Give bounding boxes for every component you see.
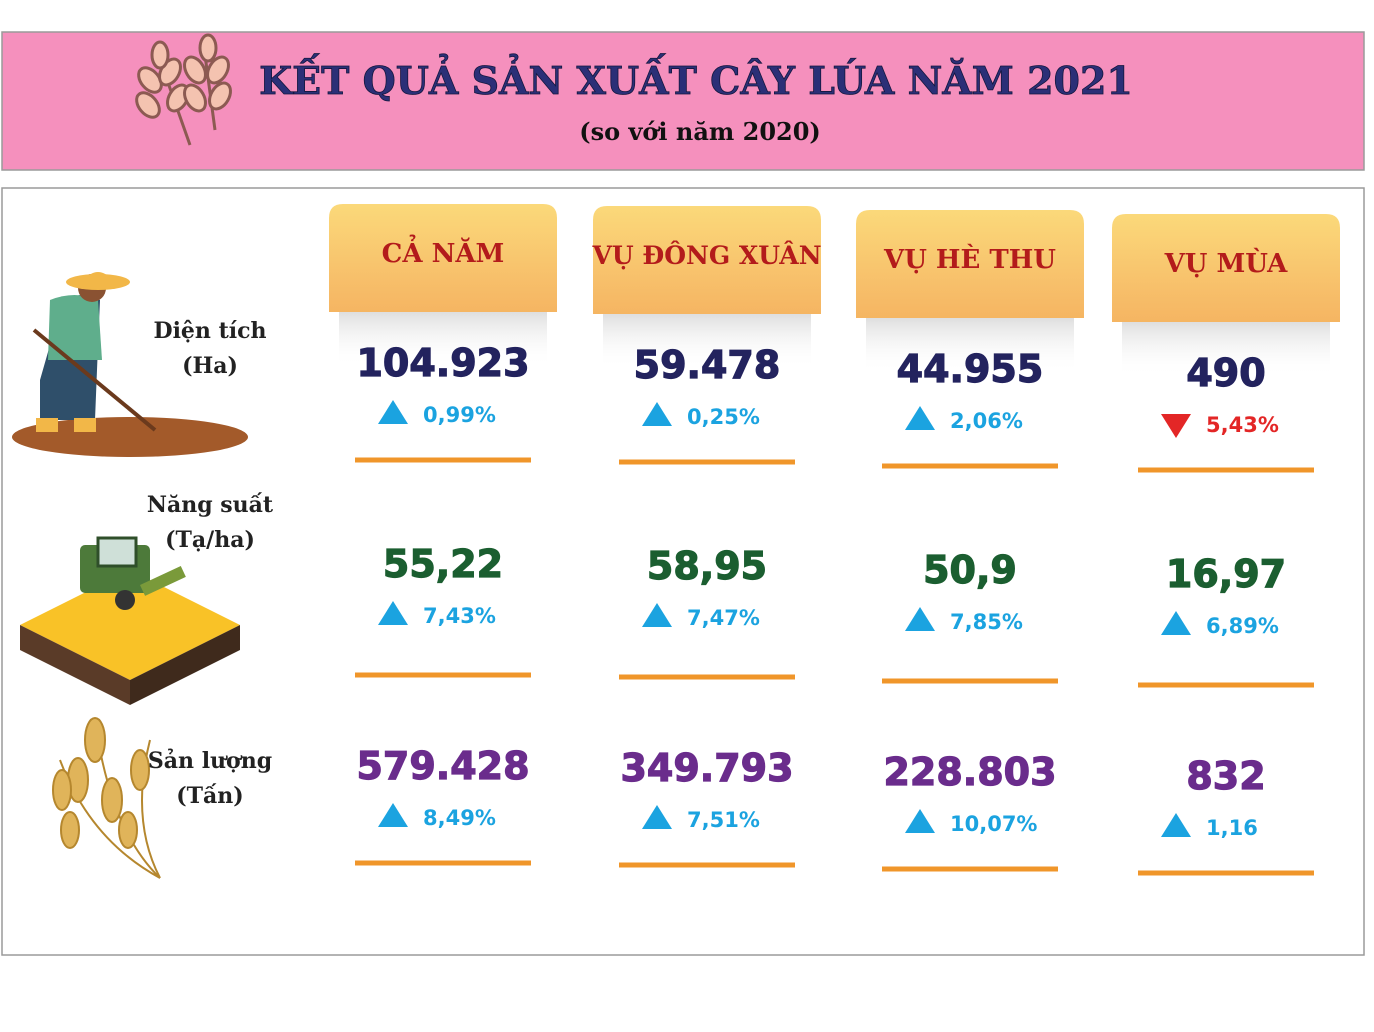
cell-value: 832 (1186, 754, 1265, 798)
cell-value: 579.428 (356, 744, 529, 788)
cell-value: 16,97 (1166, 552, 1286, 596)
column-tab (856, 210, 1084, 318)
cell-change: 8,49% (423, 806, 496, 830)
column-header: VỤ ĐÔNG XUÂN (591, 241, 821, 270)
trend-up-arrow (642, 603, 672, 627)
row-label: (Tạ/ha) (165, 527, 255, 553)
cell-value: 58,95 (647, 544, 767, 588)
cell-value: 50,9 (923, 548, 1017, 592)
wheat-icon (135, 33, 232, 146)
cell-value: 490 (1186, 351, 1265, 395)
cell-change: 10,07% (950, 812, 1037, 836)
cell-change: 7,43% (423, 604, 496, 628)
cell-value: 228.803 (883, 750, 1056, 794)
cell-change: 1,16 (1206, 816, 1258, 840)
trend-up-arrow (378, 400, 408, 424)
grid-content: CẢ NĂM VỤ ĐÔNG XUÂN VỤ HÈ THU VỤ MÙA Diện tí… (147, 204, 1340, 876)
cell-change: 2,06% (950, 409, 1023, 433)
trend-up-arrow (378, 803, 408, 827)
cell-value: 44.955 (897, 347, 1044, 391)
cell-change: 7,85% (950, 610, 1023, 634)
trend-up-arrow (642, 805, 672, 829)
cell-value: 55,22 (383, 542, 503, 586)
trend-up-arrow (905, 809, 935, 833)
subtitle: (so với năm 2020) (579, 117, 821, 146)
column-tab (1112, 214, 1340, 322)
cell-value: 104.923 (356, 341, 529, 385)
trend-up-arrow (1161, 611, 1191, 635)
row-label: (Tấn) (176, 783, 243, 809)
trend-up-arrow (905, 406, 935, 430)
trend-down-arrow (1161, 414, 1191, 438)
title: KẾT QUẢ SẢN XUẤT CÂY LÚA NĂM 2021 (259, 54, 1133, 103)
column-tab (593, 206, 821, 314)
harvester-illustration (20, 536, 240, 705)
farmer-illustration (12, 272, 248, 457)
trend-up-arrow (905, 607, 935, 631)
column-tab (329, 204, 557, 312)
cell-change: 5,43% (1206, 413, 1279, 437)
cell-change: 6,89% (1206, 614, 1279, 638)
cell-change: 7,51% (687, 808, 760, 832)
rice-illustration (52, 717, 161, 879)
cell-value: 349.793 (620, 746, 793, 790)
cell-change: 0,25% (687, 405, 760, 429)
column-header: VỤ MÙA (1164, 247, 1289, 279)
cell-value: 59.478 (634, 343, 781, 387)
row-label: Sản lượng (148, 748, 272, 774)
column-header: VỤ HÈ THU (883, 243, 1056, 275)
column-header: CẢ NĂM (382, 234, 505, 269)
row-label: Năng suất (147, 492, 274, 518)
trend-up-arrow (1161, 813, 1191, 837)
trend-up-arrow (642, 402, 672, 426)
cell-change: 7,47% (687, 606, 760, 630)
row-label: Diện tích (154, 318, 267, 344)
row-label: (Ha) (182, 353, 238, 379)
cell-change: 0,99% (423, 403, 496, 427)
trend-up-arrow (378, 601, 408, 625)
